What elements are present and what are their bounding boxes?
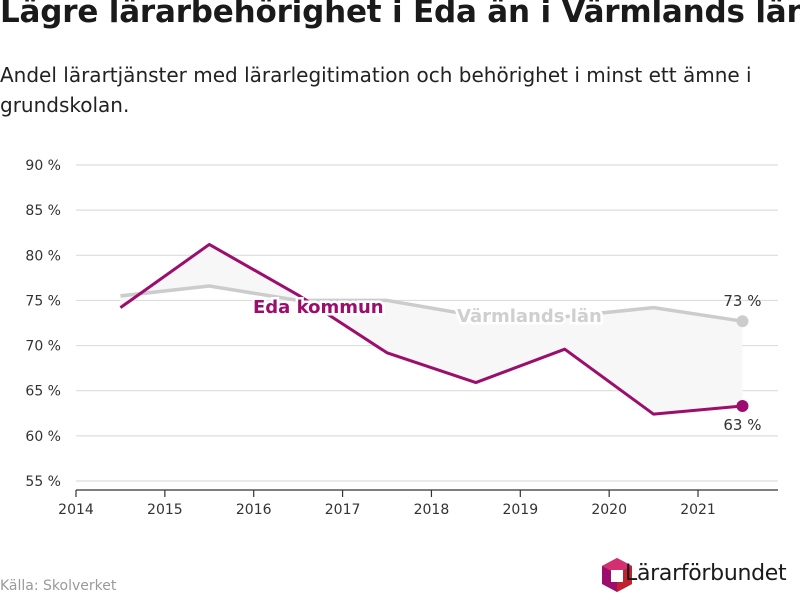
y-tick-label: 90 % [25, 158, 61, 174]
eda-end-label: 63 % [723, 416, 761, 434]
x-tick-label: 2021 [680, 502, 716, 518]
x-tick-label: 2020 [591, 502, 627, 518]
brand-name: Lärarförbundet [625, 561, 787, 586]
source-note: Källa: Skolverket [0, 578, 117, 594]
line-chart: 55 % 60 % 65 % 70 % 75 % 80 % 85 % 90 % 73 % 63 %… [25, 158, 778, 518]
x-tick-label: 2014 [58, 502, 94, 518]
x-tick-label: 2017 [325, 502, 361, 518]
varmland-end-label: 73 % [723, 292, 761, 310]
y-tick-label: 75 % [25, 293, 61, 309]
eda-line [119, 242, 743, 416]
eda-series-label: Eda kommun [253, 297, 384, 318]
brand-logo-icon [602, 558, 632, 592]
x-tick-label: 2019 [502, 502, 538, 518]
x-tick-label: 2015 [147, 502, 183, 518]
y-tick-label: 80 % [25, 248, 61, 264]
x-tick-label: 2016 [236, 502, 272, 518]
y-tick-label: 70 % [25, 339, 61, 355]
varmland-series-label: Värmlands län [457, 306, 602, 327]
y-tick-label: 60 % [25, 429, 61, 445]
y-tick-label: 65 % [25, 384, 61, 400]
eda-end-point [736, 400, 749, 413]
varmland-end-point [736, 315, 749, 328]
y-tick-label: 55 % [25, 474, 61, 490]
y-tick-label: 85 % [25, 203, 61, 219]
x-tick-label: 2018 [414, 502, 450, 518]
chart-subtitle: Andel lärartjänster med lärarlegitimatio… [0, 63, 752, 117]
chart-title: Lägre lärarbehörighet i Eda än i Värmlan… [0, 0, 800, 30]
varmland-line [120, 284, 743, 323]
gap-band [120, 244, 743, 415]
